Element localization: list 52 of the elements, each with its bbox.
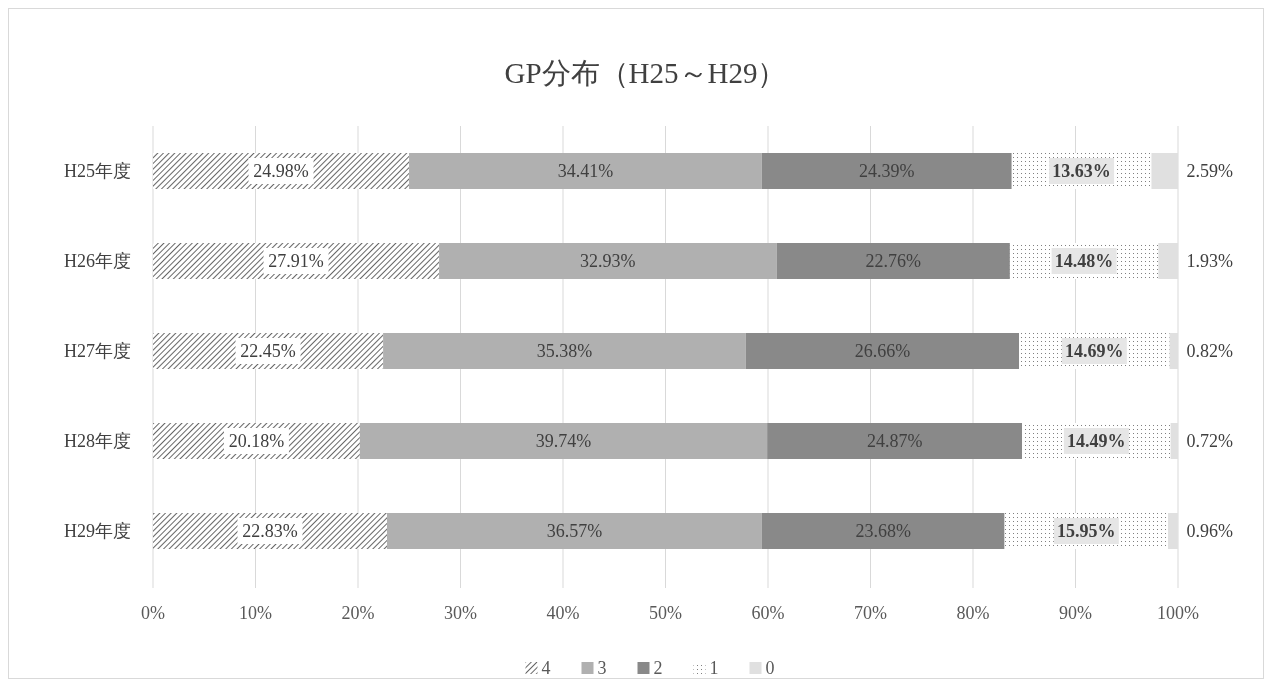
x-tick-label: 70% bbox=[854, 603, 887, 624]
bar bbox=[383, 333, 746, 369]
data-label: 23.68% bbox=[855, 521, 911, 542]
legend-label: 0 bbox=[765, 658, 775, 679]
x-tick-label: 10% bbox=[239, 603, 272, 624]
legend-label: 1 bbox=[709, 658, 719, 679]
y-tick-label: H28年度 bbox=[64, 431, 131, 452]
data-label: 14.48% bbox=[1054, 251, 1114, 272]
x-tick-label: 0% bbox=[141, 603, 165, 624]
x-tick-label: 100% bbox=[1157, 603, 1199, 624]
data-label: 14.49% bbox=[1067, 431, 1126, 452]
x-tick-label: 30% bbox=[444, 603, 477, 624]
y-tick-label: H27年度 bbox=[64, 341, 131, 362]
data-label: 0.96% bbox=[1186, 521, 1233, 542]
data-label: 22.76% bbox=[865, 251, 922, 272]
x-tick-label: 80% bbox=[956, 603, 990, 624]
data-label: 35.38% bbox=[536, 341, 593, 362]
data-label: 24.87% bbox=[866, 431, 923, 452]
data-label: 26.66% bbox=[854, 341, 911, 362]
bar bbox=[359, 423, 768, 459]
data-label: 24.98% bbox=[253, 161, 309, 182]
data-label: 1.93% bbox=[1186, 251, 1234, 272]
data-label: 22.83% bbox=[242, 521, 298, 542]
x-tick-label: 40% bbox=[546, 603, 580, 624]
y-tick-label: H25年度 bbox=[64, 161, 131, 182]
data-label: 20.18% bbox=[228, 431, 285, 452]
data-label: 39.74% bbox=[535, 431, 592, 452]
chart-title: GP分布（H25～H29） bbox=[504, 57, 787, 89]
data-label: 0.72% bbox=[1186, 431, 1233, 452]
legend-label: 2 bbox=[653, 658, 663, 679]
data-label: 13.63% bbox=[1052, 161, 1111, 182]
data-label: 2.59% bbox=[1186, 161, 1233, 182]
data-label: 14.69% bbox=[1065, 341, 1124, 362]
data-label: 15.95% bbox=[1057, 521, 1116, 542]
bar bbox=[409, 153, 762, 189]
x-tick-label: 90% bbox=[1059, 603, 1092, 624]
data-label: 32.93% bbox=[580, 251, 636, 272]
data-label: 0.82% bbox=[1186, 341, 1233, 362]
x-tick-label: 20% bbox=[341, 603, 375, 624]
x-tick-label: 50% bbox=[649, 603, 682, 624]
data-label: 34.41% bbox=[557, 161, 614, 182]
data-label: 36.57% bbox=[546, 521, 603, 542]
legend-label: 3 bbox=[597, 658, 607, 679]
data-label: 22.45% bbox=[240, 341, 296, 362]
x-tick-label: 60% bbox=[751, 603, 785, 624]
legend-label: 4 bbox=[541, 658, 551, 679]
y-tick-label: H29年度 bbox=[64, 521, 131, 542]
data-label: 24.39% bbox=[859, 161, 915, 182]
y-tick-label: H26年度 bbox=[64, 251, 131, 272]
data-label: 27.91% bbox=[268, 251, 324, 272]
bar bbox=[439, 243, 777, 279]
bar bbox=[387, 513, 762, 549]
